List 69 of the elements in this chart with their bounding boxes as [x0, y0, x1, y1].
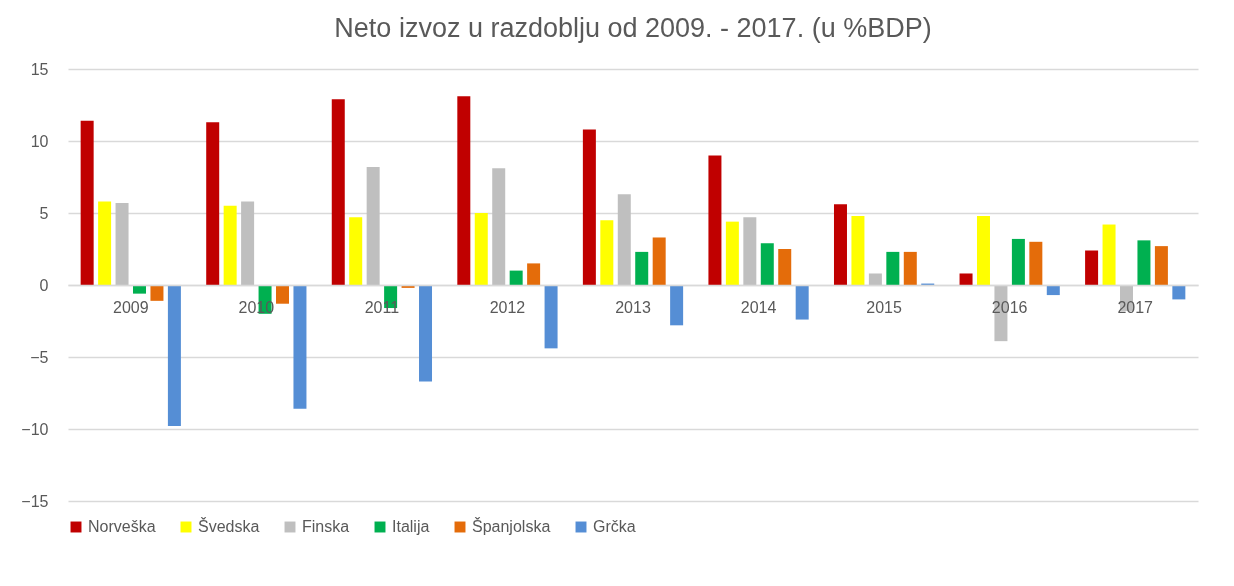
bar — [617, 194, 631, 285]
bar — [760, 243, 774, 285]
bar — [778, 249, 792, 285]
y-tick-label: −5 — [30, 348, 49, 366]
bar — [976, 215, 990, 285]
x-tick-label: 2011 — [364, 298, 400, 316]
bar — [544, 285, 558, 349]
legend-label: Italija — [392, 518, 430, 535]
legend-label: Grčka — [593, 518, 636, 535]
bar — [1011, 238, 1025, 285]
bar — [743, 217, 757, 285]
bar — [331, 99, 345, 285]
y-tick-label: 15 — [30, 60, 49, 78]
legend-label: Švedska — [198, 517, 260, 535]
bar — [582, 129, 596, 285]
bar — [1137, 240, 1151, 285]
bar — [635, 251, 649, 285]
bar — [167, 285, 181, 427]
x-tick-label: 2016 — [991, 298, 1028, 316]
y-tick-label: 10 — [30, 132, 49, 150]
bar — [115, 202, 129, 285]
y-tick-label: 0 — [39, 276, 49, 294]
bar — [600, 220, 614, 285]
bar — [293, 285, 307, 409]
legend-label: Finska — [302, 518, 350, 535]
bar — [708, 155, 722, 285]
bar — [868, 273, 882, 285]
y-tick-label: −10 — [21, 420, 49, 438]
bar — [206, 122, 220, 285]
bar — [833, 204, 847, 285]
bar — [1154, 246, 1168, 285]
bar — [1029, 241, 1043, 285]
bar — [886, 251, 900, 285]
x-tick-label: 2015 — [866, 298, 903, 316]
bar — [133, 285, 146, 294]
bar — [366, 166, 380, 285]
x-tick-label: 2013 — [615, 298, 651, 316]
x-tick-label: 2017 — [1117, 298, 1154, 316]
bar — [959, 273, 973, 285]
bar — [241, 201, 255, 285]
bar — [1102, 224, 1116, 285]
bar — [509, 270, 523, 285]
bar — [349, 217, 363, 285]
bar — [457, 96, 471, 285]
bar — [474, 213, 488, 285]
bar — [276, 285, 290, 304]
bar — [725, 221, 739, 285]
legend-label: Španjolska — [472, 517, 551, 535]
bar — [670, 285, 684, 326]
bar — [223, 205, 237, 285]
bar — [851, 215, 865, 285]
y-tick-label: −15 — [21, 492, 49, 510]
bar — [903, 251, 917, 285]
bar — [527, 263, 541, 285]
bar — [492, 168, 506, 285]
legend-label: Norveška — [88, 518, 156, 535]
x-tick-label: 2014 — [740, 298, 777, 316]
bar — [98, 201, 112, 285]
bar — [150, 285, 164, 301]
bar — [419, 285, 433, 382]
bar — [795, 285, 809, 320]
bar — [652, 237, 666, 285]
bar — [1172, 285, 1186, 300]
y-tick-label: 5 — [39, 204, 49, 222]
chart-title: Neto izvoz u razdoblju od 2009. - 2017. (u %BDP) — [334, 13, 932, 43]
x-tick-label: 2009 — [112, 298, 149, 316]
x-tick-label: 2012 — [489, 298, 526, 316]
bar — [1085, 250, 1099, 285]
bar — [80, 120, 94, 285]
